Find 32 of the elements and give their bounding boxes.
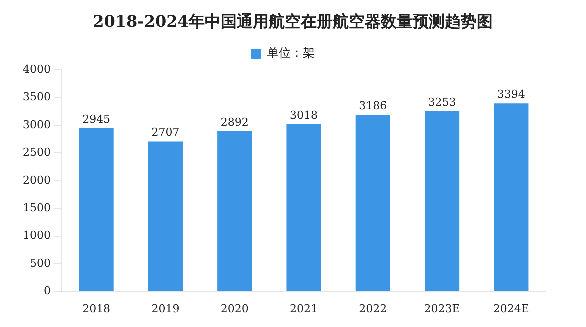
data-label: 3018 [290, 108, 318, 122]
x-tick-label: 2024E [493, 302, 530, 316]
data-label: 3186 [359, 99, 388, 112]
x-tick-label: 2019 [152, 302, 180, 316]
bar [356, 115, 390, 292]
data-label: 2892 [220, 116, 249, 129]
y-tick-label: 3500 [22, 90, 51, 104]
bar [79, 128, 114, 292]
y-tick-label: 500 [30, 256, 51, 270]
chart-title: 2018-2024年中国通用航空在册航空器数量预测趋势图 [92, 11, 494, 33]
bar [286, 124, 322, 292]
y-tick-label: 1000 [22, 229, 51, 242]
legend-label: 单位：架 [267, 46, 315, 60]
bar [494, 104, 529, 292]
data-label: 2707 [152, 126, 180, 140]
bar [148, 142, 183, 292]
bar [218, 131, 252, 292]
bar [425, 111, 460, 292]
data-label: 3253 [428, 96, 456, 109]
x-tick-label: 2020 [220, 302, 249, 316]
data-label: 2945 [82, 112, 111, 126]
y-tick-label: 0 [44, 284, 51, 298]
x-tick-label: 2018 [82, 302, 111, 316]
x-tick-label: 2022 [359, 302, 388, 316]
y-tick-label: 3000 [22, 118, 51, 132]
x-tick-label: 2021 [290, 302, 318, 316]
y-tick-label: 2500 [22, 146, 51, 160]
y-tick-label: 2000 [22, 174, 51, 187]
data-label: 3394 [497, 88, 526, 101]
y-tick-label: 1500 [22, 201, 51, 214]
x-tick-label: 2023E [424, 302, 460, 316]
y-tick-label: 4000 [22, 62, 51, 76]
